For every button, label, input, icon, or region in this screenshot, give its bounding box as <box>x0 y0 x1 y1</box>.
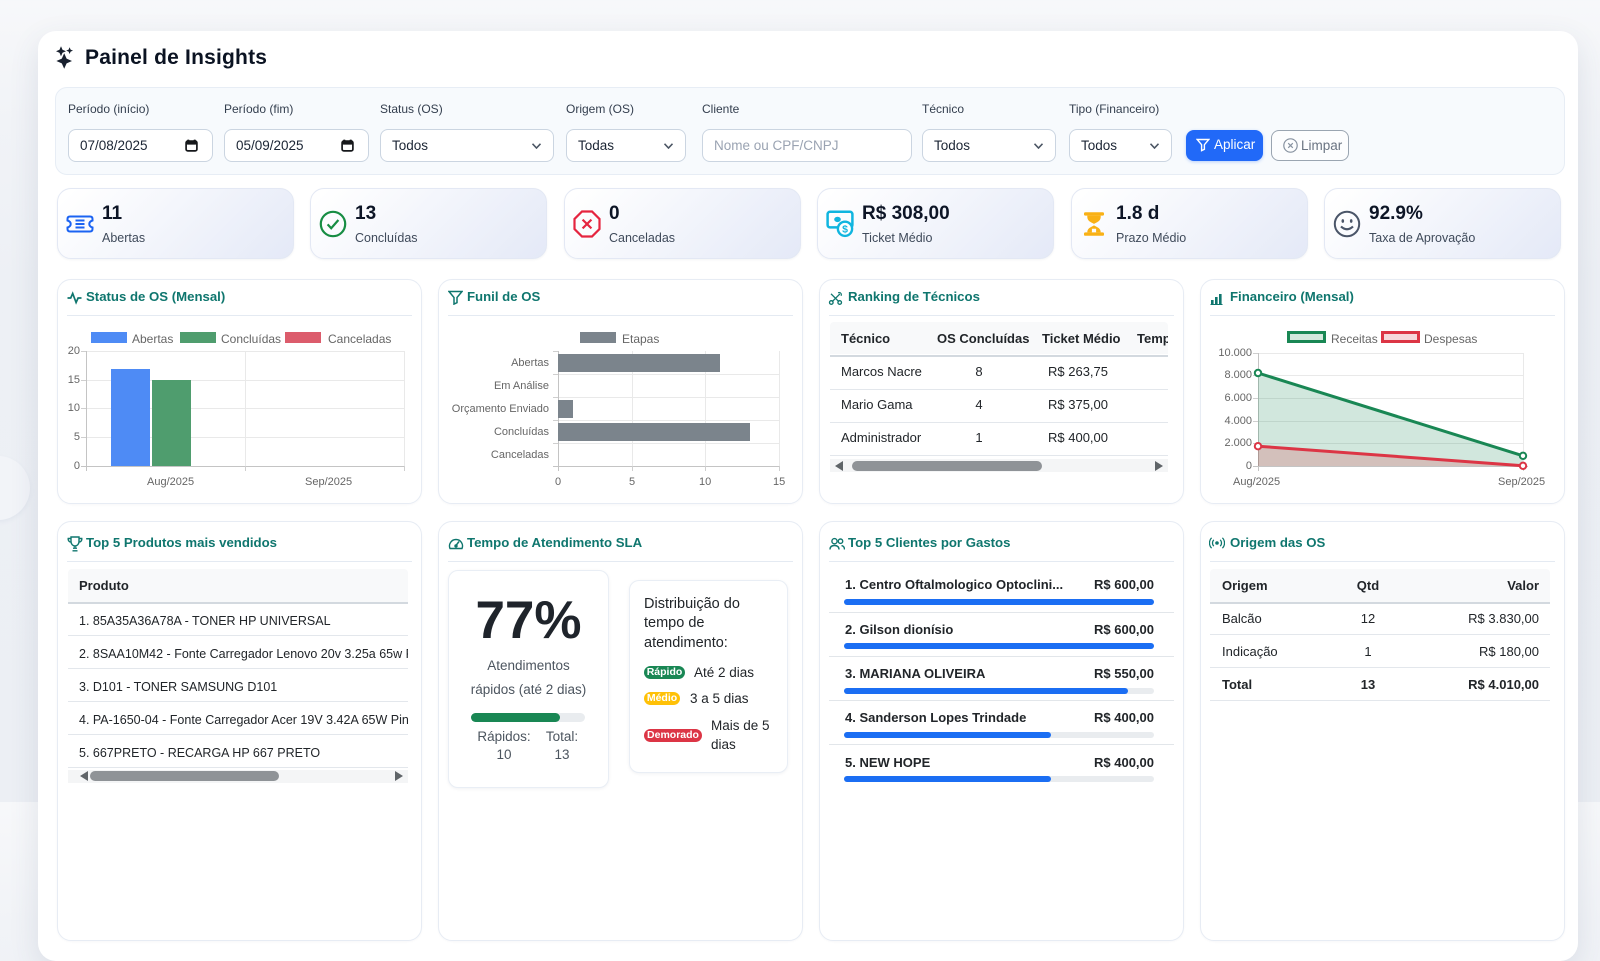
svg-text:$: $ <box>842 224 848 236</box>
